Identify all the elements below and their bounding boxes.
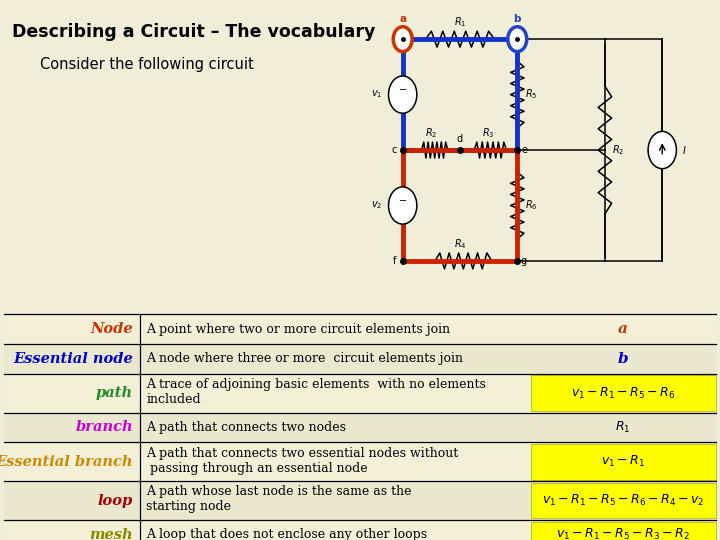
FancyBboxPatch shape [4, 481, 716, 520]
Text: Describing a Circuit – The vocabulary: Describing a Circuit – The vocabulary [12, 23, 376, 40]
Text: b: b [513, 14, 521, 24]
Circle shape [389, 76, 417, 113]
Text: branch: branch [76, 421, 133, 434]
Text: A path that connects two nodes: A path that connects two nodes [146, 421, 346, 434]
Circle shape [393, 26, 412, 52]
FancyBboxPatch shape [4, 344, 716, 374]
FancyBboxPatch shape [531, 375, 716, 411]
Text: $v_1 - R_1$: $v_1 - R_1$ [600, 454, 645, 469]
Circle shape [508, 26, 527, 52]
Text: a: a [618, 322, 628, 336]
Text: d: d [457, 134, 463, 144]
Text: Essential node: Essential node [14, 352, 133, 366]
Text: loop: loop [98, 494, 133, 508]
Text: f: f [392, 256, 396, 266]
Text: $R_1$: $R_1$ [615, 420, 631, 435]
Text: path: path [96, 386, 133, 400]
Text: A path that connects two essential nodes without
 passing through an essential n: A path that connects two essential nodes… [146, 447, 459, 475]
Text: A path whose last node is the same as the
starting node: A path whose last node is the same as th… [146, 485, 412, 514]
Text: $-$: $-$ [398, 194, 408, 204]
Text: c: c [392, 145, 397, 155]
FancyBboxPatch shape [531, 522, 716, 540]
Text: $I$: $I$ [683, 144, 687, 156]
Bar [403, 150, 517, 261]
FancyBboxPatch shape [4, 374, 716, 413]
Text: $R_4$: $R_4$ [454, 238, 467, 251]
Text: Node: Node [91, 322, 133, 336]
Text: $R_1$: $R_1$ [454, 16, 466, 29]
Text: $v_1 - R_1 - R_5 - R_6$: $v_1 - R_1 - R_5 - R_6$ [571, 386, 675, 401]
FancyBboxPatch shape [531, 483, 716, 518]
Text: mesh: mesh [89, 528, 133, 540]
Text: $v_2$: $v_2$ [371, 200, 382, 211]
Text: $-$: $-$ [398, 83, 408, 93]
Circle shape [648, 131, 676, 168]
FancyBboxPatch shape [4, 314, 716, 344]
Text: A trace of adjoining basic elements  with no elements
included: A trace of adjoining basic elements with… [146, 378, 486, 406]
Text: A point where two or more circuit elements join: A point where two or more circuit elemen… [146, 322, 450, 336]
Text: g: g [521, 256, 527, 266]
Text: a: a [399, 14, 406, 24]
FancyBboxPatch shape [4, 413, 716, 442]
Text: $R_2$: $R_2$ [612, 143, 625, 157]
Text: $v_1 - R_1 - R_5 - R_3 - R_2$: $v_1 - R_1 - R_5 - R_3 - R_2$ [556, 528, 690, 540]
FancyBboxPatch shape [4, 442, 716, 481]
Text: $R_6$: $R_6$ [525, 199, 537, 212]
Text: $R_2$: $R_2$ [426, 126, 438, 140]
Text: A node where three or more  circuit elements join: A node where three or more circuit eleme… [146, 352, 463, 366]
Text: $v_1 - R_1 - R_5 - R_6 - R_4 - v_2$: $v_1 - R_1 - R_5 - R_6 - R_4 - v_2$ [541, 493, 704, 508]
Text: b: b [618, 352, 628, 366]
Text: e: e [521, 145, 527, 155]
Text: Consider the following circuit: Consider the following circuit [40, 57, 253, 72]
Bar [403, 39, 517, 150]
Text: $v_1$: $v_1$ [371, 89, 382, 100]
Text: Essential branch: Essential branch [0, 455, 133, 469]
Circle shape [389, 187, 417, 224]
FancyBboxPatch shape [531, 444, 716, 480]
Text: $R_5$: $R_5$ [525, 87, 537, 102]
Text: A loop that does not enclose any other loops: A loop that does not enclose any other l… [146, 528, 427, 540]
Text: $R_3$: $R_3$ [482, 126, 495, 140]
FancyBboxPatch shape [4, 520, 716, 540]
